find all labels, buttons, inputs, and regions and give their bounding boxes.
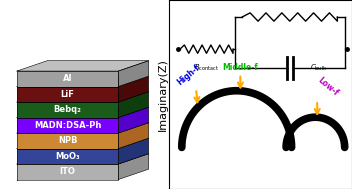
Polygon shape (17, 118, 118, 133)
Polygon shape (17, 164, 118, 180)
Polygon shape (17, 138, 149, 149)
Polygon shape (118, 107, 149, 133)
Text: High-f: High-f (176, 63, 202, 87)
Polygon shape (17, 123, 149, 133)
Text: ITO: ITO (59, 167, 76, 176)
Text: MoO₃: MoO₃ (55, 152, 80, 161)
Text: Al: Al (63, 74, 72, 83)
Text: Bebq₂: Bebq₂ (54, 105, 82, 114)
Text: LiF: LiF (61, 90, 75, 99)
Text: $R_{\rm bulk}$: $R_{\rm bulk}$ (281, 0, 298, 4)
Text: NPB: NPB (58, 136, 77, 145)
Polygon shape (17, 71, 118, 87)
Polygon shape (118, 154, 149, 180)
Text: MADN:DSA-Ph: MADN:DSA-Ph (34, 121, 101, 130)
Polygon shape (17, 61, 149, 71)
Polygon shape (17, 154, 149, 164)
Polygon shape (17, 149, 118, 164)
Polygon shape (118, 123, 149, 149)
Polygon shape (118, 61, 149, 87)
Text: Low-f: Low-f (316, 76, 340, 98)
Polygon shape (118, 92, 149, 118)
Polygon shape (17, 76, 149, 87)
Text: $R_{\rm contact}$: $R_{\rm contact}$ (194, 62, 219, 73)
Y-axis label: Imaginary(Z): Imaginary(Z) (158, 58, 168, 131)
Text: $C_{\rm bulk}$: $C_{\rm bulk}$ (310, 63, 328, 73)
Polygon shape (17, 87, 118, 102)
Polygon shape (118, 76, 149, 102)
Polygon shape (118, 138, 149, 164)
Polygon shape (17, 102, 118, 118)
Text: Middle-f: Middle-f (222, 63, 258, 72)
Polygon shape (17, 92, 149, 102)
Polygon shape (17, 107, 149, 118)
Polygon shape (17, 133, 118, 149)
